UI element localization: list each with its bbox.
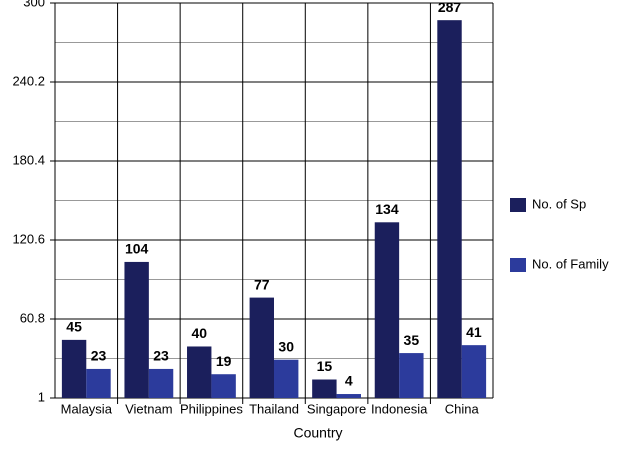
value-label: 19 [216,353,232,369]
value-label: 30 [278,338,294,354]
value-label: 77 [254,276,270,292]
y-tick-label: 240.2 [12,73,45,88]
value-label: 23 [153,348,169,364]
y-tick-label: 180.4 [12,152,45,167]
legend-swatch [510,198,526,212]
x-tick-label: Singapore [307,401,366,416]
bar [437,20,462,398]
x-tick-label: Philippines [180,401,243,416]
bar [148,368,174,398]
x-axis-title: Country [293,425,342,441]
bar [86,368,111,398]
y-tick-label: 120.6 [12,231,45,246]
y-tick-label: 1 [38,389,45,404]
value-label: 287 [438,0,462,15]
bar [211,374,236,398]
y-tick-label: 300 [23,0,45,9]
legend-label: No. of Family [532,256,609,271]
bar [374,222,400,398]
value-label: 23 [91,348,107,364]
bar [312,379,337,398]
x-tick-label: China [445,401,480,416]
bar [61,339,87,398]
value-label: 15 [317,358,333,374]
bar [399,353,424,398]
value-label: 35 [404,332,420,348]
x-tick-label: Thailand [249,401,299,416]
legend-swatch [510,258,526,272]
x-tick-label: Malaysia [61,401,113,416]
bar [336,394,361,398]
value-label: 4 [345,373,353,389]
bar [461,345,487,398]
legend-label: No. of Sp [532,196,586,211]
x-tick-label: Indonesia [371,401,428,416]
bar [124,261,149,398]
value-label: 134 [375,201,399,217]
value-label: 45 [66,319,82,335]
value-label: 40 [191,325,207,341]
bar [274,359,299,398]
x-tick-label: Vietnam [125,401,172,416]
value-label: 41 [466,324,482,340]
y-tick-label: 60.8 [20,310,45,325]
bar [187,346,212,398]
bar [249,297,274,398]
value-label: 104 [125,241,149,257]
